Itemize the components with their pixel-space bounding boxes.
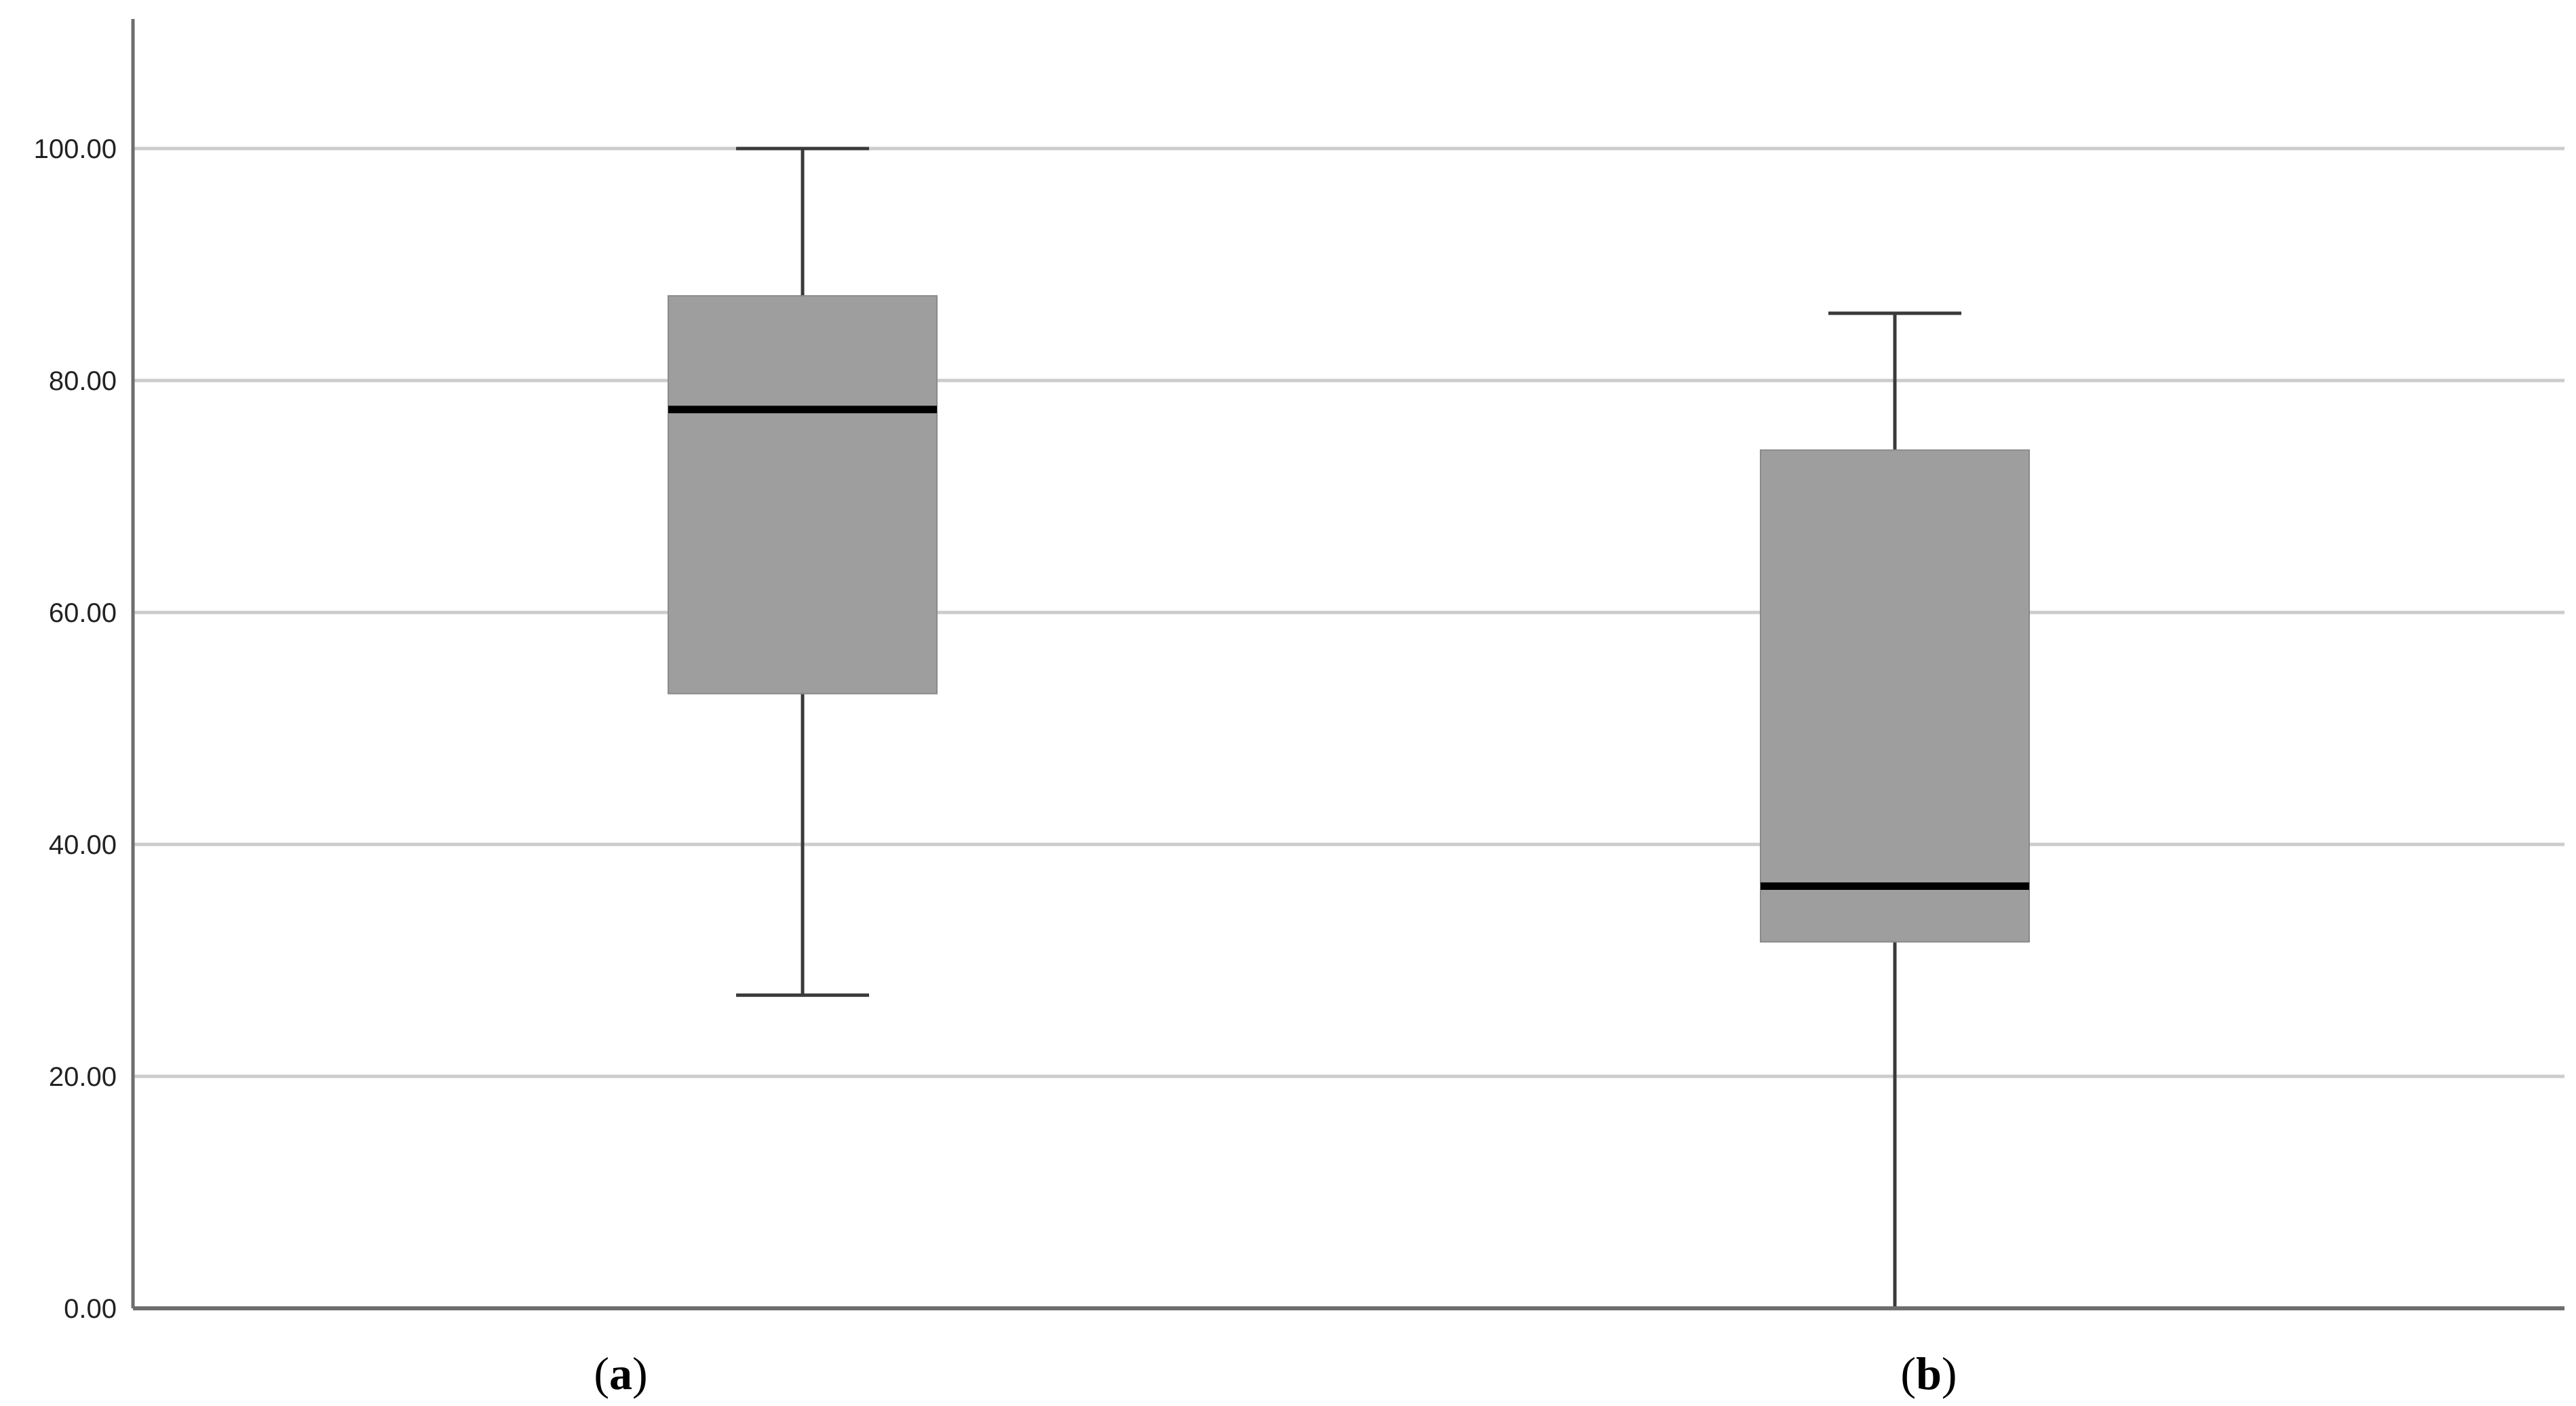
category-label-letter: a: [609, 1348, 632, 1399]
category-label-open-paren: (: [594, 1348, 609, 1399]
grid-lines: [133, 147, 2564, 1078]
box-2: [1760, 311, 2030, 1310]
y-tick-label: 80.00: [49, 366, 117, 396]
category-label: (b): [1900, 1348, 1957, 1399]
box-body: [1760, 449, 2030, 943]
category-label-close-paren: ): [632, 1348, 648, 1399]
category-label-letter: b: [1916, 1348, 1942, 1399]
category-label-open-paren: (: [1900, 1348, 1916, 1399]
y-tick-label: 20.00: [49, 1062, 117, 1092]
box-1: [668, 147, 938, 997]
y-tick-label: 40.00: [49, 830, 117, 860]
category-label-close-paren: ): [1942, 1348, 1957, 1399]
axes: [131, 19, 2564, 1310]
box-body: [668, 295, 938, 695]
category-label: (a): [594, 1348, 647, 1399]
y-tick-label: 100.00: [34, 134, 117, 164]
boxes: [668, 147, 2030, 1310]
x-axis-category-labels: (a) (b): [594, 1348, 1957, 1399]
y-tick-label: 0.00: [64, 1294, 117, 1324]
y-tick-label: 60.00: [49, 598, 117, 628]
y-axis-tick-labels: 0.00 20.00 40.00 60.00 80.00 100.00: [34, 134, 117, 1324]
